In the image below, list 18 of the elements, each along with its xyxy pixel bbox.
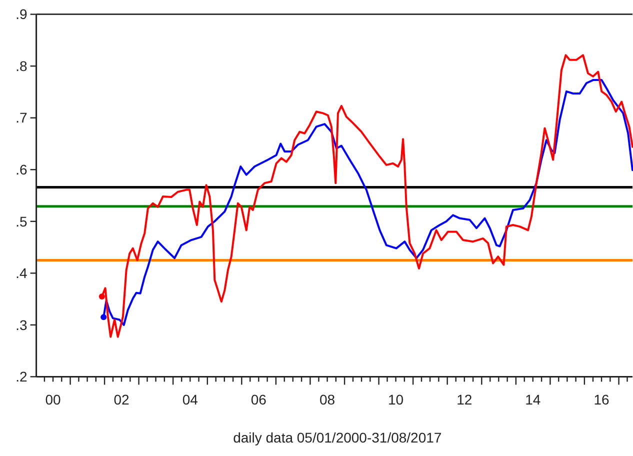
x-tick-label: 08 xyxy=(319,392,336,408)
x-axis-title: daily data 05/01/2000-31/08/2017 xyxy=(233,430,442,446)
y-tick-label: .2 xyxy=(16,368,28,385)
x-tick-label: 02 xyxy=(114,392,130,408)
x-tick-label: 14 xyxy=(525,392,541,408)
x-tick-label: 00 xyxy=(45,392,62,408)
x-tick-label: 06 xyxy=(250,392,267,408)
y-tick-label: .7 xyxy=(16,110,28,126)
y-tick-label: .5 xyxy=(16,213,28,230)
x-tick-label: 10 xyxy=(388,392,404,408)
y-tick-label: .6 xyxy=(16,162,28,178)
y-tick-label: .3 xyxy=(16,316,28,333)
y-tick-label: .8 xyxy=(16,58,28,74)
x-tick-label: 04 xyxy=(182,392,198,408)
y-tick-label: .4 xyxy=(16,265,28,282)
y-tick-label: .9 xyxy=(16,6,28,22)
x-tick-label: 16 xyxy=(594,392,610,408)
x-tick-label: 12 xyxy=(456,392,472,408)
